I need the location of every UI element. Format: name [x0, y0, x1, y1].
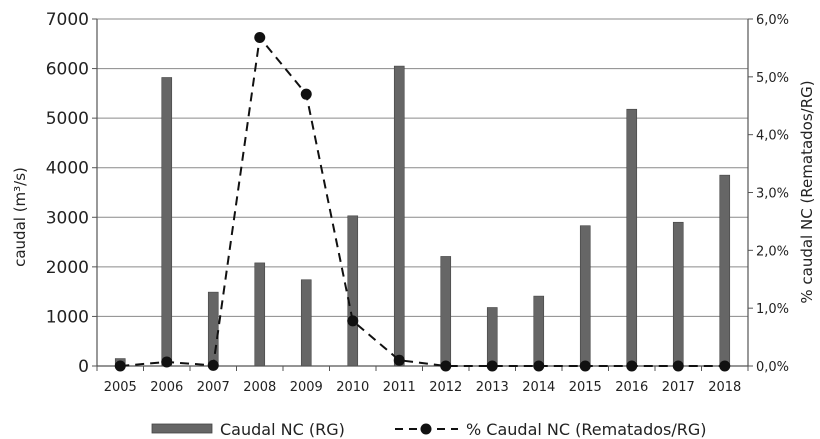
legend: Caudal NC (RG) % Caudal NC (Rematados/RG…: [151, 420, 707, 439]
bar: [393, 65, 405, 367]
x-tick-label: 2006: [150, 380, 183, 395]
y-tick-label: 5000: [46, 109, 89, 129]
x-tick-label: 2009: [290, 380, 323, 395]
bar: [440, 256, 452, 367]
line-point: [672, 360, 684, 372]
y2-tick-label: 6,0%: [756, 13, 789, 28]
line-point: [114, 360, 126, 372]
y2-tick-label: 1,0%: [756, 302, 789, 317]
x-tick-label: 2010: [336, 380, 369, 395]
x-tick-label: 2008: [243, 380, 276, 395]
bar: [347, 215, 359, 367]
y-tick-label: 7000: [46, 10, 89, 30]
legend-label-line: % Caudal NC (Rematados/RG): [466, 420, 707, 439]
axes: [96, 19, 749, 367]
line-point: [300, 88, 312, 100]
x-tick-label: 2015: [569, 380, 602, 395]
y2-tick-label: 4,0%: [756, 129, 789, 144]
bar-series: [114, 65, 731, 367]
bar: [207, 291, 219, 367]
bar: [672, 221, 684, 367]
bar: [626, 108, 638, 367]
x-tick-label: 2013: [476, 380, 509, 395]
x-tick-label: 2005: [104, 380, 137, 395]
y2-tick-label: 0,0%: [756, 360, 789, 375]
y-tick-label: 2000: [46, 258, 89, 278]
y2-tick-label: 2,0%: [756, 244, 789, 259]
line-point: [254, 32, 266, 44]
x-tick-label: 2018: [708, 380, 741, 395]
bar: [719, 174, 731, 367]
bar: [300, 279, 312, 367]
x-tick-label: 2017: [662, 380, 695, 395]
line-point: [347, 315, 359, 327]
line-point: [579, 360, 591, 372]
bar: [161, 77, 173, 367]
line-point: [486, 360, 498, 372]
y-tick-label: 0: [78, 357, 89, 377]
legend-label-bars: Caudal NC (RG): [220, 420, 345, 439]
line-point: [161, 356, 173, 368]
bar: [533, 295, 545, 367]
x-tick-label: 2014: [522, 380, 555, 395]
line-point: [533, 360, 545, 372]
x-axis-ticks: 2005 2006 2007 2008 2009 2010 2011 2012 2013 2014…: [96, 366, 749, 395]
y2-tick-label: 3,0%: [756, 187, 789, 202]
legend-swatch-bars: [151, 423, 213, 434]
line-point: [207, 359, 219, 371]
y2-axis-title: % caudal NC (Rematados/RG): [798, 80, 816, 303]
line-point: [393, 354, 405, 366]
y2-tick-label: 5,0%: [756, 71, 789, 86]
y-tick-label: 1000: [46, 307, 89, 327]
y-tick-label: 3000: [46, 208, 89, 228]
line-point: [626, 360, 638, 372]
y-axis-ticks: 0 1000 2000 3000 4000 5000 6000 7000: [46, 10, 97, 377]
y-tick-label: 4000: [46, 159, 89, 179]
line-path: [120, 35, 725, 367]
legend-swatch-marker: [420, 423, 432, 435]
bar: [254, 262, 266, 367]
x-tick-label: 2011: [383, 380, 416, 395]
y-tick-label: 6000: [46, 60, 89, 80]
bar: [579, 225, 591, 367]
x-tick-label: 2007: [197, 380, 230, 395]
line-point: [719, 360, 731, 372]
bar: [486, 307, 498, 367]
x-tick-label: 2016: [615, 380, 648, 395]
gridlines: [97, 18, 748, 317]
x-tick-label: 2012: [429, 380, 462, 395]
line-point: [440, 360, 452, 372]
line-series: [114, 32, 731, 372]
y-axis-title: caudal (m³/s): [11, 167, 29, 267]
y2-axis-ticks: 0,0% 1,0% 2,0% 3,0% 4,0% 5,0% 6,0%: [748, 13, 789, 375]
